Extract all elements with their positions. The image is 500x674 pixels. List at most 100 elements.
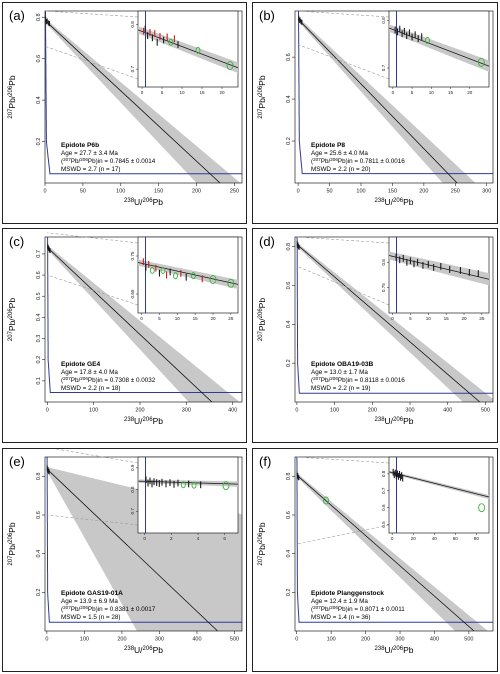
x-axis-label-part: U/ — [385, 416, 394, 426]
y-axis-label-part: Pb/ — [7, 318, 17, 331]
x-axis-label-part: 238 — [124, 417, 135, 423]
inset-data-point — [160, 266, 166, 274]
y-tick-label: 0.5 — [36, 292, 42, 300]
zoom-connector — [46, 514, 139, 526]
regression-line — [296, 244, 481, 402]
zoom-connector — [296, 236, 390, 244]
tera-wasserburg-plot: 0 100 200 300 400 5000.20.40.60.8238U/206Pb20… — [7, 449, 243, 655]
x-tick-label: 500 — [464, 637, 473, 643]
inset-frame — [388, 456, 490, 534]
zoom-connector — [298, 44, 390, 80]
x-axis-label: 238U/206Pb — [375, 645, 414, 655]
tera-wasserburg-plot: 0 100 200 300 400 5000.20.40.60.8238U/206Pb20… — [257, 454, 494, 655]
inset-y-tick-label: 0.75 — [381, 283, 386, 292]
panel-label: (c) — [9, 234, 24, 249]
mswd-value: MSWD = 1.4 (n = 36) — [311, 614, 371, 621]
x-axis-label-part: 206 — [393, 646, 404, 652]
inset-x-tick-label: 10 — [426, 316, 432, 321]
x-axis-label-part: 238 — [375, 417, 386, 423]
inset-x-tick-label: 80 — [474, 536, 480, 541]
initial-ratio-paren: ( — [311, 158, 314, 165]
confidence-band — [45, 18, 241, 183]
y-tick-label: 0.8 — [36, 473, 42, 481]
y-tick-label: 0.6 — [36, 55, 42, 63]
initial-ratio-part: Pb/ — [71, 606, 81, 613]
inset-x-tick-label: 0 — [141, 90, 144, 95]
initial-ratio-part: Pb/ — [71, 377, 81, 384]
y-tick-label: 0.2 — [36, 138, 42, 146]
inset-y-tick-label: 0.7 — [381, 487, 386, 494]
initial-ratio-part: Pb)in = 0.8381 ± 0.0017 — [88, 606, 156, 613]
tera-wasserburg-plot: 0 100 200 300 400 5000.20.40.60.8238U/206Pb20… — [257, 234, 494, 426]
panel-label: (b) — [259, 8, 275, 23]
inset-x-tick-label: 25 — [479, 316, 485, 321]
x-tick-label: 400 — [430, 637, 439, 643]
age-value: Age = 17.8 ± 4.0 Ma — [61, 369, 118, 376]
y-axis-label-part: 206 — [258, 85, 264, 96]
inset-confidence-band — [138, 259, 238, 289]
x-axis-label: 238U/206Pb — [375, 416, 414, 426]
y-axis-label-part: Pb/ — [257, 542, 267, 555]
x-axis-label-part: U/ — [134, 645, 143, 655]
inset-data-point — [149, 266, 155, 274]
inset-data-point — [227, 278, 235, 288]
y-axis-label-part: 206 — [258, 532, 264, 543]
inset-data-point — [190, 272, 196, 280]
y-axis-label-part: 207 — [258, 330, 264, 341]
x-axis-label-part: 206 — [393, 198, 404, 204]
x-axis-label: 238U/206Pb — [124, 416, 163, 426]
x-tick-label: 150 — [388, 189, 397, 195]
initial-ratio-part: Pb/ — [71, 158, 81, 165]
x-tick-label: 200 — [368, 408, 377, 414]
x-axis-label-part: U/ — [134, 416, 143, 426]
tera-wasserburg-plot: 0 50 100 150 200 250 3000.20.40.6238U/206Pb207… — [257, 8, 494, 207]
inset-x-tick-label: 20 — [219, 90, 225, 95]
y-tick-label: 0.4 — [36, 550, 42, 558]
x-tick-label: 50 — [80, 189, 86, 195]
y-tick-label: 0.6 — [36, 271, 42, 279]
y-axis-label-part: 207 — [8, 555, 14, 566]
x-tick-label: 300 — [155, 637, 164, 643]
inset-y-tick-label: 0.7 — [130, 65, 135, 72]
y-axis-label-part: 207 — [258, 108, 264, 119]
mswd-value: MSWD = 2.2 (n = 20) — [311, 166, 371, 173]
inset-y-tick-label: 0.7 — [130, 508, 135, 515]
y-axis-label-part: Pb — [7, 75, 17, 86]
x-tick-label: 150 — [154, 189, 163, 195]
y-tick-label: 0.2 — [286, 589, 292, 597]
x-tick-label: 400 — [192, 637, 201, 643]
age-value: Age = 13.0 ± 1.7 Ma — [311, 369, 368, 376]
zoom-connector — [44, 10, 139, 18]
inset-data-point — [168, 38, 174, 46]
x-tick-label: 0 — [45, 637, 48, 643]
sample-name: Epidote P8 — [311, 142, 345, 149]
y-axis-label-part: Pb/ — [7, 95, 17, 108]
y-tick-label: 0.6 — [36, 511, 42, 519]
inset-x-tick-label: 5 — [409, 316, 412, 321]
inset-x-tick-label: 10 — [179, 90, 185, 95]
initial-ratio-part: 207 — [63, 157, 71, 162]
panel-label: (a) — [9, 8, 25, 23]
inset-x-tick-label: 5 — [161, 90, 164, 95]
x-axis-label-part: U/ — [385, 197, 394, 207]
x-tick-label: 100 — [80, 637, 89, 643]
x-tick-label: 100 — [327, 637, 336, 643]
x-axis-label-part: 206 — [143, 417, 154, 423]
x-axis-label-part: Pb — [403, 197, 414, 207]
confidence-band — [296, 473, 488, 631]
y-axis-label-part: Pb — [257, 75, 267, 86]
y-tick-label: 0.8 — [36, 13, 42, 21]
sample-name: Epidote P6b — [61, 142, 99, 149]
inset-y-tick-label: 0.8 — [130, 486, 135, 493]
x-axis-label-part: 206 — [143, 198, 154, 204]
inset-y-tick-label: 0.9 — [130, 464, 135, 471]
regression-line — [47, 247, 213, 402]
inset-confidence-band — [138, 26, 238, 74]
inset-data-point — [226, 61, 234, 70]
y-tick-label: 0.1 — [36, 377, 42, 385]
x-tick-label: 100 — [330, 408, 339, 414]
y-axis-label-part: 206 — [8, 308, 14, 319]
concordia-curve — [296, 237, 493, 394]
sample-name: Epidote GAS19-01A — [61, 590, 123, 597]
y-tick-label: 0.3 — [36, 335, 42, 343]
